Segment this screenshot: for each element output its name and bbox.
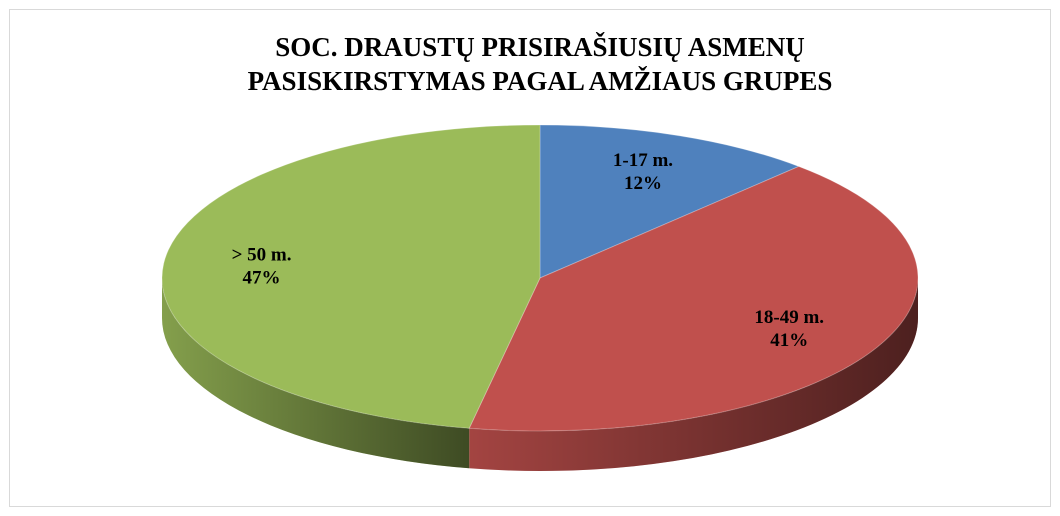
data-label: 41%: [770, 330, 808, 351]
chart-title: PASISKIRSTYMAS PAGAL AMŽIAUS GRUPES: [248, 66, 833, 96]
data-label: > 50 m.: [232, 245, 292, 266]
pie-slice: [539, 124, 801, 279]
data-label: 1-17 m.: [613, 150, 673, 171]
data-label: 18-49 m.: [754, 307, 824, 328]
pie-side-shade: [469, 278, 918, 471]
pie-slice: [468, 165, 919, 432]
pie: 1-17 m.12% 18-49 m.41% > 50 m.47%: [161, 124, 919, 471]
pie-side-shade: [162, 278, 470, 469]
data-label: 47%: [243, 268, 281, 289]
pie-slice: [161, 124, 541, 429]
data-label: 12%: [624, 173, 662, 194]
chart-title: SOC. DRAUSTŲ PRISIRAŠIUSIŲ ASMENŲ: [275, 32, 805, 62]
